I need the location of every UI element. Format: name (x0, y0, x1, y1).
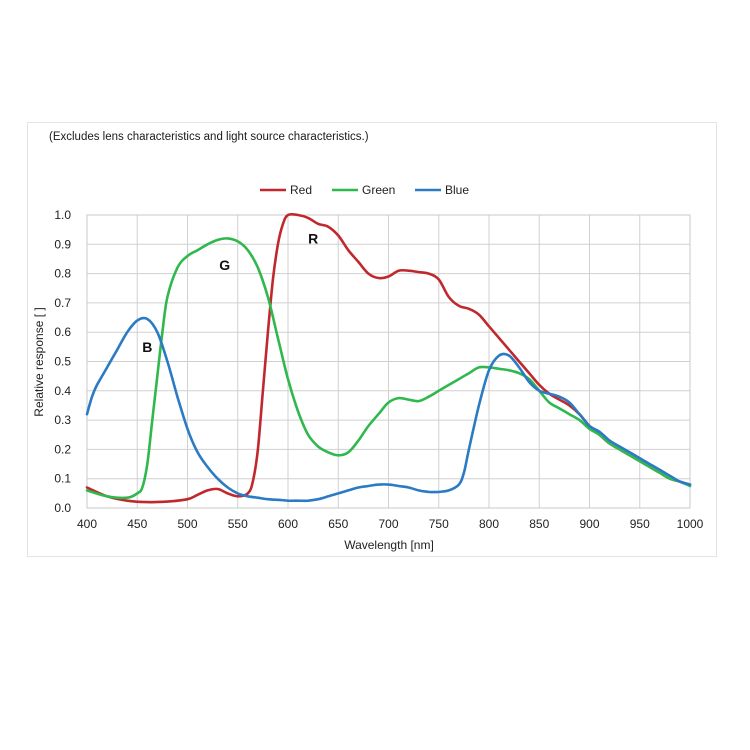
y-tick-label: 0.4 (54, 384, 71, 398)
chart-note: (Excludes lens characteristics and light… (49, 131, 369, 143)
curve-label-blue: B (142, 339, 152, 355)
x-axis-title: Wavelength [nm] (344, 538, 434, 552)
curve-labels: R G B (142, 230, 318, 354)
y-tick-label: 0.9 (54, 237, 71, 251)
y-axis-title: Relative response [ ] (32, 307, 46, 416)
plot-frame (86, 214, 691, 509)
x-tick-label: 850 (529, 517, 549, 531)
ticks: 400 450 500 550 600 650 700 750 800 850 900 950 1000… (54, 208, 703, 531)
legend-label-blue: Blue (445, 183, 469, 197)
y-tick-label: 1.0 (54, 208, 71, 222)
y-tick-label: 0.8 (54, 267, 71, 281)
x-tick-label: 400 (77, 517, 97, 531)
x-tick-label: 600 (278, 517, 298, 531)
series-line-green (85, 237, 692, 500)
x-tick-label: 450 (127, 517, 147, 531)
x-tick-label: 500 (177, 517, 197, 531)
x-tick-label: 950 (630, 517, 650, 531)
x-tick-label: 700 (378, 517, 398, 531)
curve-label-red: R (308, 230, 318, 246)
x-tick-label: 550 (228, 517, 248, 531)
y-tick-label: 0.1 (54, 472, 71, 486)
y-tick-label: 0.5 (54, 355, 71, 369)
curve-label-green: G (219, 257, 230, 273)
series-line-blue (85, 316, 692, 503)
series-layer (85, 212, 692, 504)
legend-label-green: Green (362, 183, 395, 197)
y-tick-label: 0.6 (54, 325, 71, 339)
x-tick-label: 650 (328, 517, 348, 531)
x-tick-label: 900 (579, 517, 599, 531)
x-tick-label: 1000 (677, 517, 704, 531)
y-tick-label: 0.3 (54, 413, 71, 427)
y-tick-label: 0.7 (54, 296, 71, 310)
x-tick-label: 750 (429, 517, 449, 531)
legend: Red Green Blue (260, 183, 469, 197)
legend-label-red: Red (290, 183, 312, 197)
x-tick-label: 800 (479, 517, 499, 531)
y-tick-label: 0.0 (54, 501, 71, 515)
y-tick-label: 0.2 (54, 442, 71, 456)
grid (86, 214, 691, 509)
